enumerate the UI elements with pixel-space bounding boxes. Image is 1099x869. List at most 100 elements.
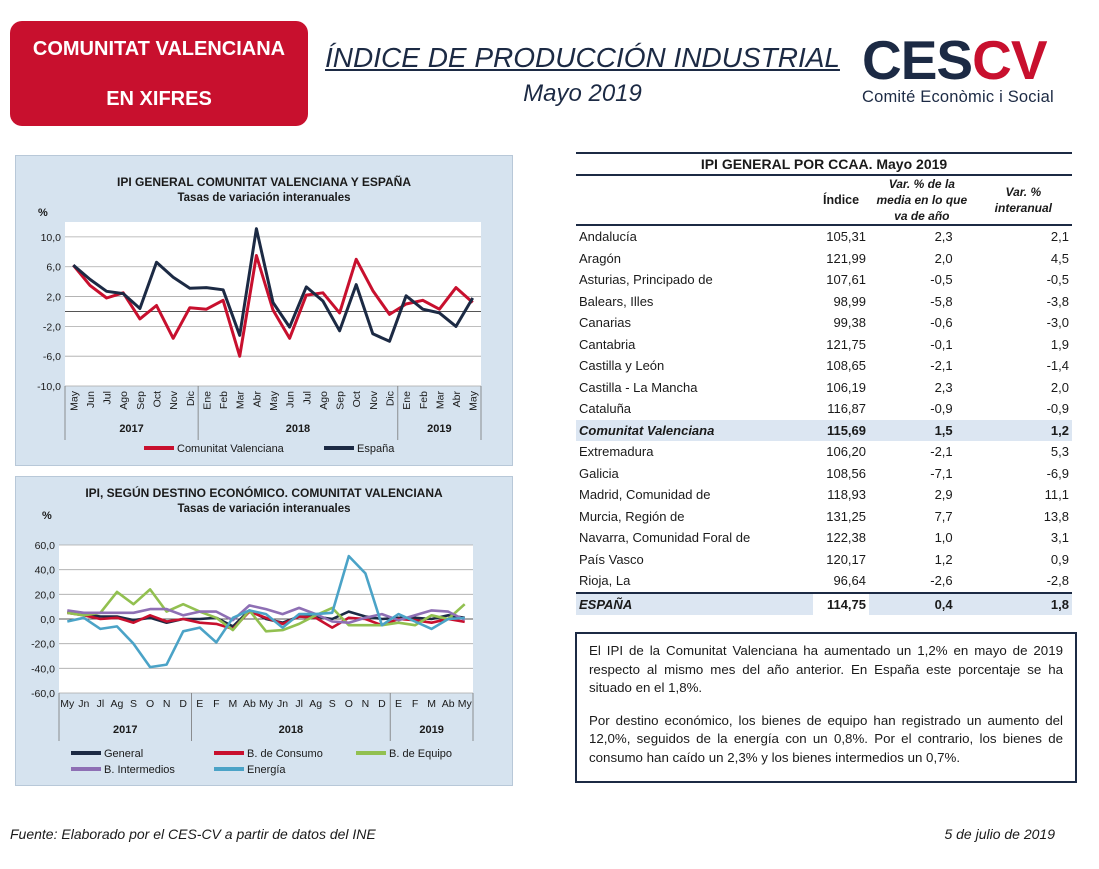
x-tick-label: Jul [301,391,313,404]
x-tick-label: Feb [218,391,230,409]
table-cell-region: Andalucía [579,229,637,245]
table-cell-index: 105,31 [826,229,866,245]
table-cell-var-media: 7,7 [934,508,953,524]
y-tick-label: -6,0 [43,351,61,363]
table-cell-index: 106,19 [826,379,866,395]
table-cell-region: Rioja, La [579,573,631,589]
table-cell-var-media: -0,1 [930,336,953,352]
table-row: Extremadura 106,20 -2,1 5,3 [576,441,1072,463]
table-cell-region: Galicia [579,465,619,481]
x-tick-label: Ag [111,698,124,710]
table-cell-var-interanual: 0,9 [1050,551,1069,567]
table-cell-var-interanual: -2,8 [1046,573,1069,589]
y-tick-label: 0,0 [40,614,55,626]
table-cell-var-interanual: -1,4 [1046,358,1069,374]
x-tick-label: May [468,390,480,411]
x-tick-label: My [259,698,274,710]
table-cell-region: Canarias [579,315,632,331]
table-row: Madrid, Comunidad de 118,93 2,9 11,1 [576,484,1072,506]
table-cell-var-media: -0,5 [930,272,953,288]
y-tick-label: -2,0 [43,321,61,333]
table-cell-var-media: 2,0 [934,250,953,266]
x-tick-label: Ene [201,391,213,410]
table-cell-index: 122,38 [826,530,866,546]
table-cell-var-media: -2,6 [930,573,953,589]
x-tick-label: Dic [185,391,197,406]
y-tick-label: 40,0 [35,565,56,577]
table-cell-var-interanual: 2,1 [1050,229,1069,245]
table-cell-region: Aragón [579,250,621,266]
table-row: Asturias, Principado de 107,61 -0,5 -0,5 [576,269,1072,291]
region-badge: COMUNITAT VALENCIANA EN XIFRES [10,21,308,126]
table-cell-var-interanual: -3,0 [1046,315,1069,331]
y-tick-label: 6,0 [46,262,61,274]
y-tick-label: -40,0 [31,663,55,675]
table-cell-region: Navarra, Comunidad Foral de [579,530,751,546]
table-total-var-interanual: 1,8 [974,591,1072,615]
table-row: Cantabria 121,75 -0,1 1,9 [576,334,1072,356]
table-cell-var-interanual: 5,3 [1050,444,1069,460]
table-cell-index: 98,99 [833,293,866,309]
chart-ipi-general-svg: IPI GENERAL COMUNITAT VALENCIANA Y ESPAÑ… [37,174,482,455]
table-cell-var-interanual: -3,8 [1046,293,1069,309]
table-cell-var-interanual: -0,9 [1046,401,1069,417]
x-tick-label: E [395,698,402,710]
table-cell-var-interanual: 3,1 [1050,530,1069,546]
cescv-logo: CESCV Comité Econòmic i Social [862,30,1087,120]
ccaa-table: IPI GENERAL POR CCAA. Mayo 2019 Índice V… [576,152,1072,615]
x-tick-label: Abr [251,391,263,408]
table-cell-var-interanual: 1,9 [1050,336,1069,352]
x-tick-label: Ab [243,698,256,710]
series-line [67,604,466,624]
table-total-var-media: 0,4 [869,591,975,615]
title-main: ÍNDICE DE PRODUCCIÓN INDUSTRIAL [325,42,840,73]
x-tick-label: My [60,698,75,710]
table-cell-index: 120,17 [826,551,866,567]
logo-tagline: Comité Econòmic i Social [862,88,1054,106]
table-row: Castilla - La Mancha 106,19 2,3 2,0 [576,377,1072,399]
y-tick-label: 10,0 [41,232,62,244]
x-tick-label: Oct [152,391,164,407]
x-tick-label: Jn [78,698,89,710]
table-cell-index: 121,75 [826,336,866,352]
footer-date: 5 de julio de 2019 [944,826,1055,842]
x-tick-label: Nov [368,390,380,409]
x-tick-label: Ag [309,698,322,710]
table-cell-index: 106,20 [826,444,866,460]
table-cell-region: Cantabria [579,336,636,352]
summary-box: El IPI de la Comunitat Valenciana ha aum… [575,632,1077,783]
table-row: Murcia, Región de 131,25 7,7 13,8 [576,506,1072,528]
table-cell-var-media: -0,9 [930,401,953,417]
table-cell-var-media: -0,6 [930,315,953,331]
x-tick-label: May [268,390,280,411]
year-label: 2018 [279,724,303,736]
table-cell-var-interanual: 2,0 [1050,379,1069,395]
x-tick-label: M [427,698,436,710]
table-cell-region: Castilla y León [579,358,665,374]
table-header-index: Índice [813,175,869,226]
y-tick-label: -10,0 [37,381,61,393]
table-cell-var-media: 2,9 [934,487,953,503]
table-cell-index: 108,56 [826,465,866,481]
legend-label: B. Intermedios [104,764,175,776]
table-cell-index: 131,25 [826,508,866,524]
table-total-label: ESPAÑA [576,591,814,615]
series-line [67,554,465,669]
table-cell-region: Asturias, Principado de [579,272,713,288]
table-row: Balears, Illes 98,99 -5,8 -3,8 [576,291,1072,313]
table-row: Comunitat Valenciana 115,69 1,5 1,2 [576,419,1072,441]
x-tick-label: Abr [451,391,463,408]
table-cell-var-media: 1,5 [869,419,975,441]
table-row: Cataluña 116,87 -0,9 -0,9 [576,398,1072,420]
chart-ipi-general: IPI GENERAL COMUNITAT VALENCIANA Y ESPAÑ… [15,155,513,466]
x-tick-label: O [345,698,353,710]
table-cell-var-media: 2,3 [934,379,953,395]
x-tick-label: Jl [295,698,303,710]
chart-title: IPI GENERAL COMUNITAT VALENCIANA Y ESPAÑ… [117,174,411,189]
badge-line-1: COMUNITAT VALENCIANA [32,38,286,60]
x-tick-label: S [130,698,137,710]
logo-ces: CES [862,29,973,91]
table-cell-region: País Vasco [579,551,644,567]
x-tick-label: M [229,698,238,710]
y-axis-unit: % [38,207,48,219]
